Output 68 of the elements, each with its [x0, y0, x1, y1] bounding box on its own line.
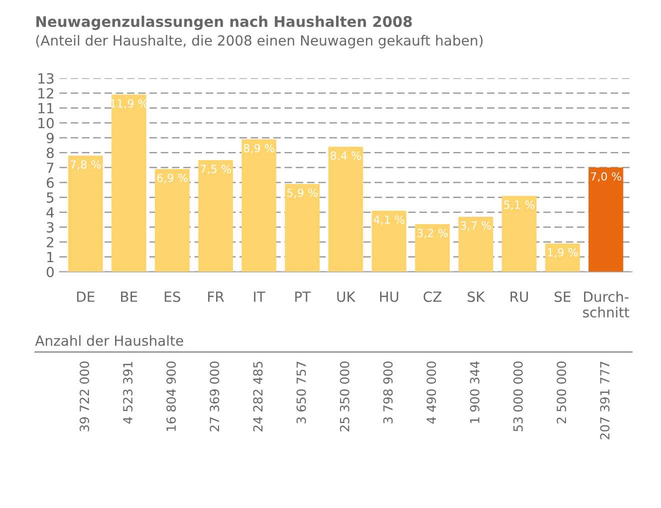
bar	[588, 168, 624, 272]
bar	[68, 156, 103, 272]
bar	[545, 243, 580, 272]
bar	[415, 224, 450, 272]
text: 53 000 000	[513, 362, 523, 432]
x-tick-label: FR	[208, 292, 224, 302]
x-tick-label: PT	[295, 292, 311, 302]
x-tick-label: ES	[164, 291, 180, 302]
text: 16 804 900	[166, 362, 176, 431]
bar	[372, 210, 406, 272]
text: Anzahl der Haushalte	[35, 335, 184, 346]
data-label: 1,9 %	[548, 248, 578, 258]
text: 27 369 000	[210, 362, 220, 432]
y-tick-label: 6	[46, 177, 54, 188]
x-tick-label: RU	[510, 292, 528, 302]
bar	[112, 94, 146, 272]
x-tick-label: HU	[380, 292, 398, 302]
y-tick-label: 3	[46, 222, 54, 233]
text: 24 282 485	[253, 362, 263, 432]
text: 4 523 391	[123, 362, 132, 424]
x-tick-label: CZ	[424, 291, 442, 302]
y-tick-label: 4	[46, 207, 54, 218]
data-label: 4,1 %	[374, 215, 404, 225]
bar	[502, 196, 537, 272]
chart-subtitle: (Anteil der Haushalte, die 2008 einen Neuwagen gekauft haben)	[36, 34, 483, 48]
x-tick-label: Durch- schnitt	[583, 291, 630, 318]
y-tick-label: 9	[46, 132, 54, 144]
x-tick-label: IT	[254, 292, 266, 302]
y-tick-label: 10	[38, 118, 54, 128]
text: 1 900 344	[470, 361, 480, 423]
data-label: 7,8 %	[70, 160, 101, 170]
bar	[284, 184, 320, 272]
x-tick-label: UK	[337, 292, 356, 302]
y-tick-label: 13	[38, 73, 54, 84]
data-label: 8,4 %	[330, 151, 361, 161]
y-tick-label: 11	[38, 103, 54, 114]
data-label: 3,2 %	[417, 228, 448, 238]
text: 3 798 900	[383, 362, 393, 424]
y-tick-label: 0	[46, 266, 54, 278]
data-label: 7,5 %	[200, 164, 231, 174]
data-label: 8,9 %	[244, 144, 274, 154]
data-label: 6,9 %	[157, 174, 188, 184]
x-tick-label: BE	[121, 292, 138, 302]
chart-title: Neuwagenzulassungen nach Haushalten 2008	[36, 16, 412, 30]
y-tick-label: 12	[38, 88, 54, 98]
x-tick-label: SK	[468, 291, 486, 302]
data-label: 5,1 %	[504, 200, 534, 210]
text: 207 391 777	[600, 362, 610, 440]
data-label: 3,7 %	[460, 221, 492, 231]
text: 2 500 000	[556, 362, 566, 424]
bar	[242, 139, 276, 272]
y-tick-label: 7	[46, 162, 54, 173]
x-tick-label: SE	[554, 291, 570, 302]
y-tick-label: 5	[46, 192, 54, 203]
x-tick-label: DE	[77, 292, 94, 302]
data-label: 7,0 %	[590, 172, 622, 182]
text: 4 490 000	[426, 362, 436, 424]
bar	[458, 216, 494, 272]
bar	[154, 169, 190, 272]
text: 39 722 000	[80, 362, 90, 432]
y-tick-label: 2	[46, 236, 54, 248]
text: 3 650 757	[296, 362, 306, 424]
data-label: 5,9 %	[287, 188, 318, 198]
text: 25 350 000	[340, 362, 350, 432]
bar	[198, 160, 233, 272]
y-tick-label: 8	[46, 148, 54, 158]
y-tick-label: 1	[47, 252, 54, 262]
bar	[328, 146, 364, 272]
